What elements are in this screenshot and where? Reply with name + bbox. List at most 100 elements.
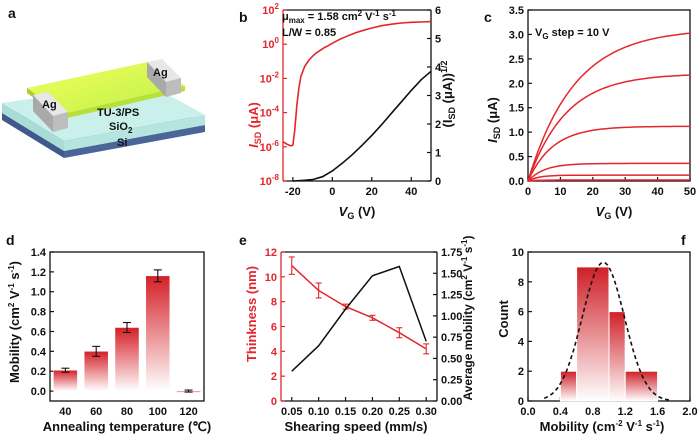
b-ytick-right-label: 3: [435, 91, 441, 103]
e-ytick-right-label: 0.00: [441, 396, 462, 408]
sio2-layer-side: [2, 103, 64, 151]
ag-electrode-left: [33, 92, 68, 116]
f-ytick-label: 4: [518, 336, 525, 348]
c-ytick-label: 1.5: [509, 103, 524, 115]
f-histogram-bar: [576, 266, 610, 402]
b-xlabel: VG (V): [339, 204, 376, 221]
f-ytick-label: 2: [518, 366, 524, 378]
d-xlabel: Annealing temperature (℃): [43, 419, 211, 434]
substrate-label: Si: [117, 137, 127, 149]
c-xlabel: VG (V): [596, 204, 633, 221]
b-xtick-label: 40: [405, 186, 417, 198]
c-ytick-label: 0.0: [509, 176, 524, 188]
dielectric-label: SiO2: [109, 121, 133, 135]
c-xtick-label: 50: [684, 186, 696, 198]
c-output-curve-2: [527, 74, 691, 182]
d-ytick-label: 1.2: [31, 267, 46, 279]
b-xtick-label: 20: [366, 186, 378, 198]
e-ytick-left-label: 4: [271, 346, 278, 358]
c-ytick-label: 2.0: [509, 78, 524, 90]
f-xtick-label: 1.2: [618, 406, 633, 418]
e-ytick-right-label: 0.75: [441, 332, 462, 344]
b-ytick-left-label: 100: [262, 36, 279, 51]
c-step-annotation: VG step = 10 V: [535, 27, 610, 41]
b-ytick-right-label: 4: [435, 62, 442, 74]
c-xtick-label: 30: [619, 186, 631, 198]
ag-label-right: Ag: [153, 67, 168, 79]
panel-d: d 0.0 0.2 0.4 0.6 0.8 1.0 1.2 1.4 40 60 80 100 120 M…: [6, 232, 211, 434]
b-mobility-annotation: μmax = 1.58 cm2 V-1 s-1: [282, 9, 396, 25]
f-xtick-label: 0.4: [553, 406, 569, 418]
c-output-curve-5: [527, 174, 690, 182]
c-ytick-label: 0.5: [509, 152, 524, 164]
b-ytick-left-label: 10-4: [260, 105, 280, 120]
d-xtick-label: 100: [149, 406, 167, 418]
e-xlabel: Shearing speed (mm/s): [284, 419, 427, 434]
d-ytick-label: 0.2: [31, 366, 46, 378]
e-xtick-label: 0.15: [335, 406, 356, 418]
b-xtick-label: -20: [285, 186, 301, 198]
d-bar: [145, 275, 171, 392]
c-output-curve-6: [527, 179, 690, 182]
panel-b: b -20 0 20 4010-810-610-410-21001020123456 …: [239, 2, 457, 221]
c-ytick-label: 3.0: [509, 29, 524, 41]
f-histogram-bar: [608, 311, 626, 402]
b-ytick-left-label: 10-6: [260, 139, 280, 154]
e-ytick-left-label: 2: [271, 371, 277, 383]
b-ytick-left-label: 10-8: [260, 173, 280, 188]
e-ytick-left-label: 8: [271, 297, 277, 309]
b-ytick-left-label: 10-2: [260, 70, 280, 85]
d-ytick-label: 1.0: [31, 287, 46, 299]
film-label: TU-3/PS: [97, 107, 139, 119]
d-bar: [114, 327, 140, 392]
f-histogram-bar: [624, 370, 659, 402]
d-ytick-label: 0.0: [31, 386, 46, 398]
e-ytick-left-label: 12: [265, 247, 277, 259]
b-ytick-right-label: 2: [435, 119, 441, 131]
panel-e: e 0.05 0.10 0.15 0.20 0.25 0.30 0 2 4 6 8 10 12 0.00 0…: [239, 232, 475, 434]
f-gaussian-fit: [543, 261, 670, 401]
f-xtick-label: 1.6: [650, 406, 665, 418]
d-xtick-label: 80: [121, 406, 133, 418]
e-ytick-right-label: 1.75: [441, 247, 462, 259]
e-xtick-label: 0.10: [308, 406, 329, 418]
f-ylabel: Count: [496, 300, 511, 338]
panel-c: c 0 10 20 30 40 50 0.0 0.5 1.0 1.5 2.0 2.5 3.0 3.5 VG…: [484, 5, 696, 221]
panel-f-letter: f: [681, 232, 686, 248]
panel-b-letter: b: [239, 9, 248, 25]
b-ylabel-left: ISD (μA): [246, 102, 263, 148]
c-ylabel: ISD (μA): [485, 97, 502, 143]
panel-a: a Ag Ag TU-3/PS SiO2 Si: [2, 5, 205, 158]
panel-c-letter: c: [484, 9, 492, 25]
e-ytick-left-label: 0: [271, 396, 277, 408]
b-ytick-right-label: 6: [435, 5, 441, 17]
c-output-curve-4: [527, 162, 690, 182]
f-xtick-label: 0.8: [585, 406, 600, 418]
b-series-log-current: [282, 20, 432, 147]
d-xtick-label: 60: [90, 406, 102, 418]
b-lw-annotation: L/W = 0.85: [282, 27, 336, 39]
ag-label-left: Ag: [42, 99, 57, 111]
e-mobility-line: [291, 265, 427, 372]
f-ytick-label: 0: [518, 396, 524, 408]
tu3-ps-film: [27, 62, 185, 114]
e-xtick-label: 0.25: [389, 406, 410, 418]
e-ytick-right-label: 0.50: [441, 353, 462, 365]
c-ytick-label: 2.5: [509, 54, 524, 66]
e-ytick-right-label: 1.25: [441, 290, 462, 302]
d-ytick-label: 0.8: [31, 307, 46, 319]
panel-a-letter: a: [8, 5, 16, 21]
d-bar: [83, 351, 109, 392]
d-bar: [53, 369, 78, 392]
si-layer-side: [2, 113, 64, 158]
e-xtick-label: 0.30: [416, 406, 437, 418]
e-ytick-left-label: 10: [265, 272, 277, 284]
f-xlabel: Mobility (cm-2 V-1 s-1): [540, 419, 665, 434]
f-ytick-label: 10: [512, 247, 524, 259]
c-xtick-label: 40: [651, 186, 663, 198]
d-ylabel: Mobility (cm2 V-1 s-1): [7, 261, 22, 383]
b-xtick-label: 0: [329, 186, 335, 198]
c-plot-frame: [527, 9, 691, 182]
b-ytick-right-label: 0: [435, 176, 441, 188]
e-xtick-label: 0.05: [281, 406, 302, 418]
